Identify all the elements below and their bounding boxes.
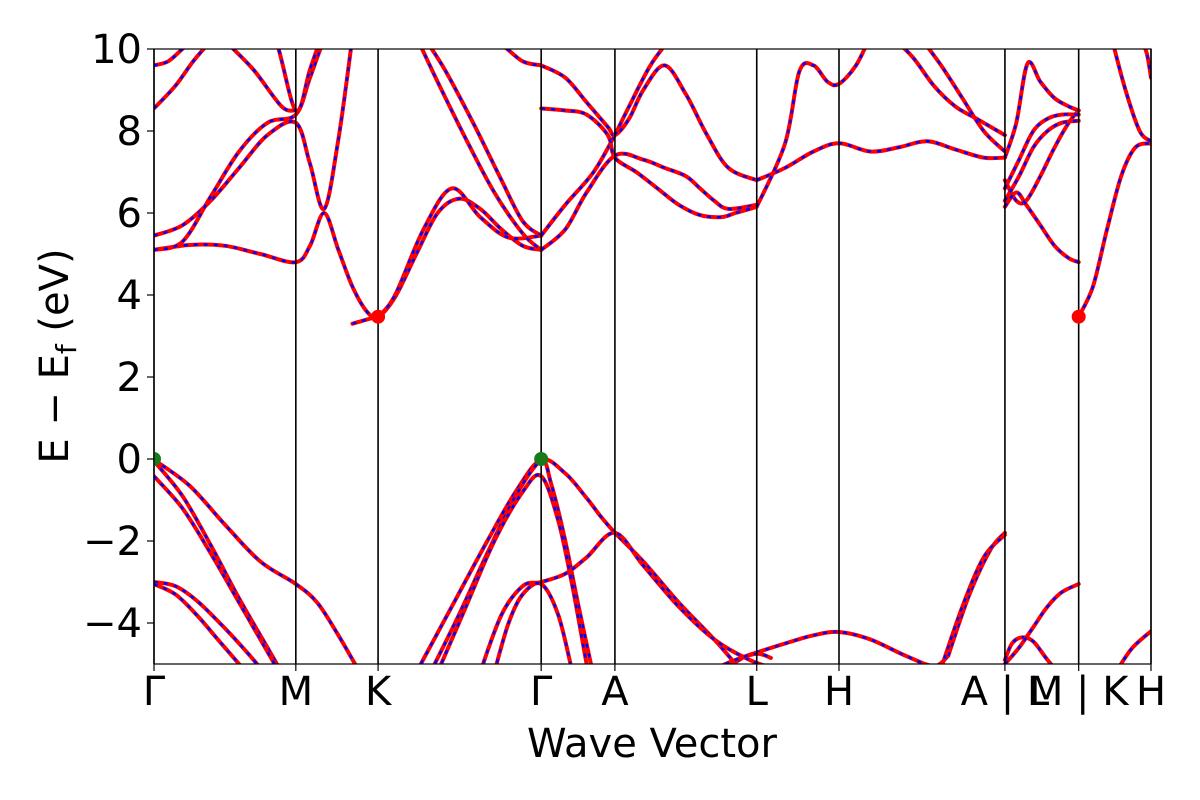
band-32 xyxy=(754,139,1007,183)
special-points xyxy=(154,309,1086,466)
band-2 xyxy=(154,474,277,664)
x-tick-label-6: H xyxy=(824,669,854,715)
band-overlay-20 xyxy=(154,49,319,113)
plot-frame xyxy=(153,48,1152,665)
band-28 xyxy=(539,106,759,220)
band-26 xyxy=(539,151,759,252)
band-overlay-18 xyxy=(154,49,353,237)
band-41 xyxy=(1076,141,1151,319)
y-tick-label-0: −4 xyxy=(83,601,142,647)
x-tick-label-3: Γ xyxy=(530,669,553,715)
band-overlay-5 xyxy=(419,457,737,664)
band-0 xyxy=(154,457,358,664)
band-overlay-4 xyxy=(154,582,241,664)
y-axis-ticks: −4 −2 0 2 4 6 8 10 xyxy=(83,27,154,647)
special-point-2 xyxy=(371,309,386,324)
special-point-0 xyxy=(154,452,161,466)
band-38 xyxy=(1002,112,1081,191)
x-tick-label-7: A | L xyxy=(961,669,1050,715)
band-9 xyxy=(494,581,573,664)
y-tick-label-3: 2 xyxy=(117,355,142,401)
y-tick-label-4: 4 xyxy=(117,273,142,319)
band-overlay-15 xyxy=(1003,582,1080,664)
band-overlay-13 xyxy=(941,534,1006,664)
x-tick-label-2: K xyxy=(365,669,393,715)
band-33 xyxy=(754,49,867,209)
band-overlay-6 xyxy=(433,459,593,664)
band-overlay-12 xyxy=(947,531,1006,657)
band-40 xyxy=(1002,118,1081,203)
band-7 xyxy=(439,473,589,664)
y-tick-label-5: 6 xyxy=(117,191,142,237)
band-43 xyxy=(1143,49,1151,80)
special-point-1 xyxy=(534,452,549,466)
x-tick-label-9: H xyxy=(1136,669,1166,715)
band-42 xyxy=(1112,49,1151,144)
band-overlay-37 xyxy=(1003,191,1080,264)
band-39 xyxy=(1002,59,1081,160)
band-21 xyxy=(154,49,186,68)
band-overlay-1 xyxy=(154,460,279,664)
y-tick-label-6: 8 xyxy=(117,109,142,155)
y-axis-label-main: E − E xyxy=(32,354,78,464)
band-lines xyxy=(154,49,1151,664)
band-overlay-35 xyxy=(927,49,1006,153)
band-overlay-40 xyxy=(1003,119,1079,202)
band-overlay-26 xyxy=(540,152,757,251)
band-overlay-41 xyxy=(1077,142,1151,318)
y-axis-label: E − Ef (eV) xyxy=(32,248,83,463)
band-overlay-23 xyxy=(352,187,542,325)
band-overlay-30 xyxy=(505,49,542,67)
band-20 xyxy=(154,49,320,113)
y-axis-label-subscript: f xyxy=(50,343,83,354)
band-overlay-2 xyxy=(154,475,276,664)
x-tick-label-0: Γ xyxy=(143,669,166,715)
y-tick-label-7: 10 xyxy=(91,27,142,73)
band-25 xyxy=(429,49,544,238)
band-overlay-0 xyxy=(154,458,357,664)
band-overlay-39 xyxy=(1003,60,1080,158)
band-overlay-27 xyxy=(540,134,616,237)
x-tick-label-8: M | K xyxy=(1029,669,1130,715)
band-23 xyxy=(350,186,544,326)
band-overlay-29 xyxy=(540,64,758,182)
band-overlay-34 xyxy=(903,49,1006,137)
y-tick-label-1: −2 xyxy=(83,519,142,565)
band-overlay-31 xyxy=(613,49,664,136)
band-27 xyxy=(539,133,617,238)
band-12 xyxy=(946,530,1007,658)
x-axis-label: Wave Vector xyxy=(527,721,778,767)
band-overlay-17 xyxy=(154,197,542,319)
band-overlay-11 xyxy=(722,652,772,664)
band-31 xyxy=(612,49,665,138)
y-axis-label-unit: (eV) xyxy=(32,248,78,344)
band-overlay-19 xyxy=(154,49,322,252)
band-22 xyxy=(230,49,298,113)
band-overlay-25 xyxy=(430,49,542,237)
special-point-3 xyxy=(1071,309,1086,324)
x-tick-label-1: M xyxy=(279,669,314,715)
y-tick-label-2: 0 xyxy=(117,437,142,483)
band-overlay-24 xyxy=(420,49,543,251)
x-tick-label-4: A xyxy=(601,669,629,715)
band-8 xyxy=(480,530,766,664)
band-overlay-3 xyxy=(154,580,259,664)
band-17 xyxy=(154,196,544,320)
band-overlay-21 xyxy=(154,49,185,67)
band-overlay-33 xyxy=(755,49,866,208)
x-tick-label-5: L xyxy=(746,669,769,715)
